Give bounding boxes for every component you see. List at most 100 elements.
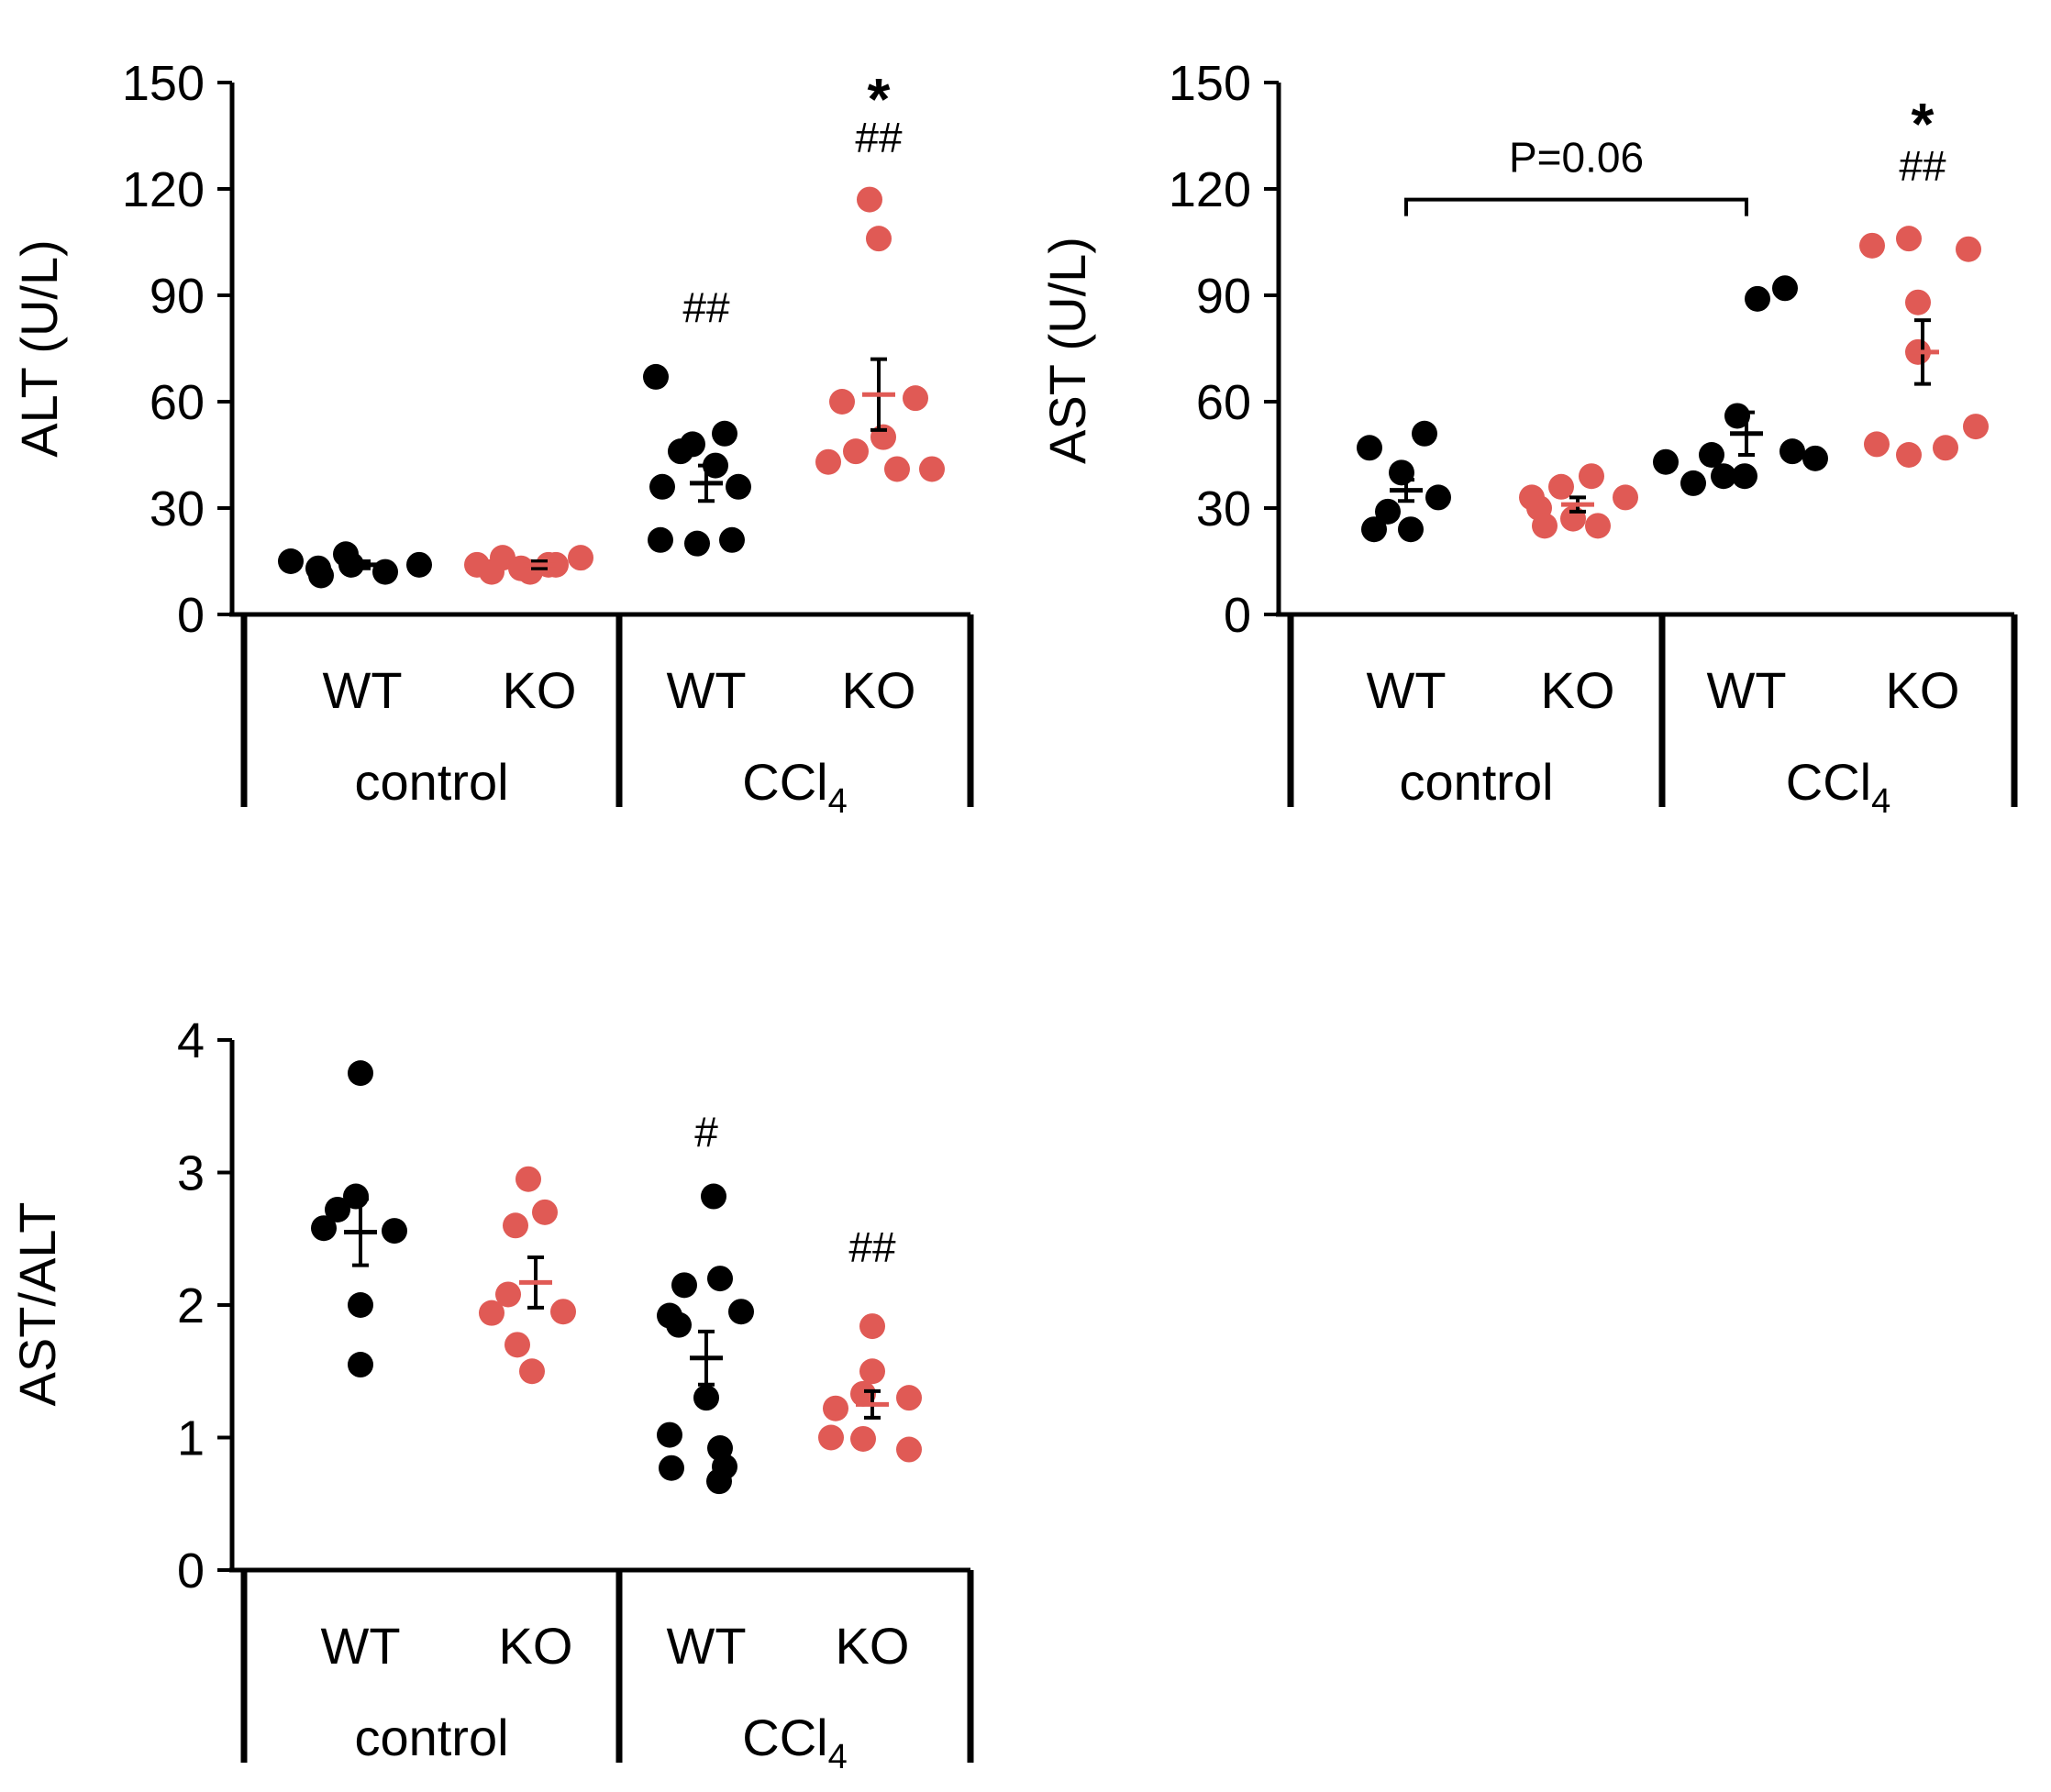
genotype-label: WT bbox=[1366, 661, 1446, 719]
data-point bbox=[1724, 403, 1750, 429]
data-point bbox=[550, 1299, 576, 1325]
chart-2: 0 30 60 90 120 150 AST (U/L) WT KO WT KO control CCl… bbox=[1038, 56, 2018, 821]
data-point bbox=[818, 1424, 844, 1451]
data-point bbox=[1613, 484, 1638, 511]
bracket-label: P=0.06 bbox=[1509, 134, 1644, 182]
data-point bbox=[1680, 470, 1706, 496]
treatment-label-control: control bbox=[354, 753, 508, 811]
y-tick-label: 30 bbox=[1196, 481, 1251, 536]
data-point bbox=[1711, 463, 1736, 490]
y-tick-label: 0 bbox=[177, 1543, 205, 1598]
treatment-label-text: CCl bbox=[742, 753, 827, 811]
y-tick-label: 90 bbox=[150, 269, 205, 324]
data-point bbox=[1772, 275, 1798, 302]
y-tick-label: 3 bbox=[177, 1146, 205, 1201]
y-axis-label: AST/ALT bbox=[8, 1201, 66, 1406]
data-point bbox=[1779, 438, 1805, 465]
data-point bbox=[703, 452, 728, 479]
data-point bbox=[823, 1395, 848, 1421]
genotype-label: WT bbox=[1706, 661, 1786, 719]
data-point bbox=[1963, 414, 1989, 440]
data-point bbox=[666, 1311, 692, 1338]
data-point bbox=[1864, 431, 1890, 458]
data-point bbox=[1859, 232, 1885, 259]
y-axis-label: ALT (U/L) bbox=[10, 239, 68, 458]
data-point bbox=[1548, 473, 1574, 500]
data-point bbox=[1745, 285, 1770, 312]
data-point bbox=[382, 1218, 407, 1244]
data-point bbox=[1425, 484, 1451, 511]
genotype-label: WT bbox=[322, 661, 402, 719]
treatment-label-text: CCl bbox=[1786, 753, 1871, 811]
data-point bbox=[1412, 420, 1437, 447]
data-point bbox=[508, 555, 534, 581]
y-tick-label: 120 bbox=[1169, 162, 1251, 217]
data-point bbox=[829, 389, 855, 415]
data-point bbox=[896, 1436, 922, 1463]
data-point bbox=[843, 438, 869, 465]
y-tick-label: 0 bbox=[1224, 588, 1251, 643]
data-point bbox=[707, 1266, 733, 1292]
genotype-label: KO bbox=[503, 661, 577, 719]
data-point bbox=[903, 385, 928, 412]
data-point bbox=[1579, 463, 1604, 490]
data-point bbox=[1653, 448, 1679, 475]
data-point bbox=[919, 456, 945, 482]
data-point bbox=[643, 363, 669, 390]
data-point bbox=[516, 1166, 541, 1192]
data-point bbox=[896, 1385, 922, 1411]
data-point bbox=[519, 1358, 545, 1385]
data-point bbox=[348, 1060, 373, 1087]
treatment-label-subscript: 4 bbox=[1871, 782, 1890, 821]
data-point bbox=[406, 551, 432, 578]
y-tick-label: 90 bbox=[1196, 269, 1251, 324]
data-point bbox=[308, 562, 334, 589]
data-point bbox=[532, 1199, 558, 1225]
data-point bbox=[850, 1380, 876, 1407]
data-point bbox=[859, 1313, 885, 1340]
genotype-label: KO bbox=[1886, 661, 1960, 719]
data-point bbox=[1699, 442, 1724, 468]
data-point bbox=[857, 186, 882, 213]
treatment-label-ccl4: CCl4 bbox=[742, 753, 847, 821]
y-tick-label: 0 bbox=[177, 588, 205, 643]
treatment-label-subscript: 4 bbox=[828, 782, 848, 821]
treatment-label-text: CCl bbox=[742, 1709, 827, 1766]
treatment-label-ccl4: CCl4 bbox=[742, 1709, 847, 1776]
data-point bbox=[1375, 498, 1401, 525]
data-point bbox=[815, 448, 841, 475]
y-tick-label: 2 bbox=[177, 1278, 205, 1333]
data-point bbox=[311, 1215, 337, 1242]
data-point bbox=[659, 1455, 684, 1481]
data-point bbox=[1389, 459, 1414, 486]
data-point bbox=[1585, 513, 1611, 539]
y-tick-label: 150 bbox=[122, 56, 205, 111]
y-tick-label: 30 bbox=[150, 481, 205, 536]
genotype-label: WT bbox=[666, 661, 746, 719]
genotype-label: WT bbox=[666, 1617, 746, 1675]
data-point bbox=[1802, 445, 1828, 471]
data-point bbox=[671, 1272, 697, 1299]
genotype-label: KO bbox=[1541, 661, 1615, 719]
treatment-label-ccl4: CCl4 bbox=[1786, 753, 1890, 821]
genotype-label: WT bbox=[320, 1617, 400, 1675]
data-point bbox=[1933, 435, 1958, 461]
significance-hash: ## bbox=[682, 284, 730, 332]
data-point bbox=[684, 530, 710, 557]
data-point bbox=[884, 456, 910, 482]
data-point bbox=[706, 1468, 732, 1495]
data-point bbox=[568, 545, 593, 571]
data-point bbox=[479, 559, 504, 585]
y-axis-label: AST (U/L) bbox=[1038, 237, 1096, 464]
y-tick-label: 4 bbox=[177, 1013, 205, 1068]
y-tick-label: 1 bbox=[177, 1411, 205, 1466]
data-point bbox=[1905, 289, 1931, 315]
treatment-label-control: control bbox=[354, 1709, 508, 1766]
significance-hash: ## bbox=[1899, 142, 1946, 190]
significance-hash: # bbox=[694, 1108, 718, 1156]
data-point bbox=[1896, 226, 1922, 252]
data-point bbox=[693, 1385, 719, 1411]
data-point bbox=[648, 526, 673, 553]
genotype-label: KO bbox=[842, 661, 916, 719]
